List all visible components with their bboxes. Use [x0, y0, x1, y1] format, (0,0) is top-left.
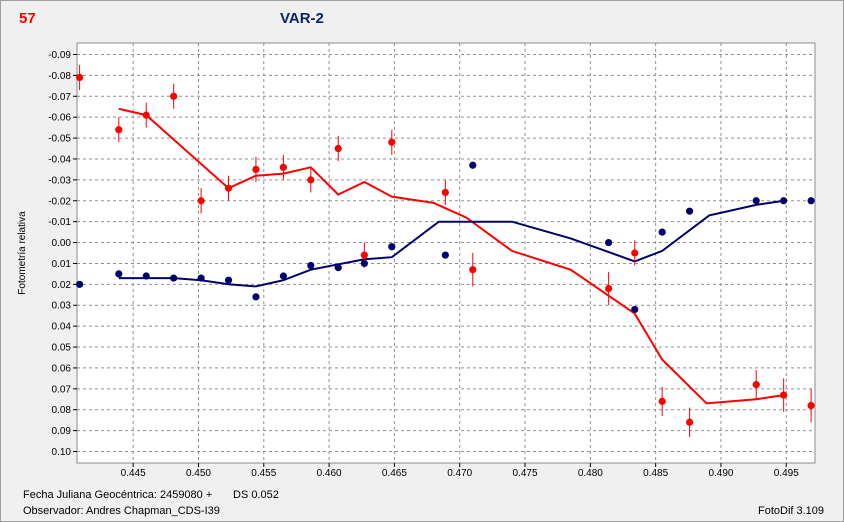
data-point: [752, 381, 760, 389]
x-tick-label: 0.460: [317, 468, 342, 479]
data-point: [115, 270, 123, 278]
y-tick-label: 0.05: [52, 343, 72, 354]
data-point: [224, 184, 233, 192]
y-tick-label: -0.09: [48, 50, 71, 61]
trend-line-0: [118, 107, 784, 405]
data-point: [441, 251, 449, 259]
observer-label: Observador: Andres Chapman_CDS-I39: [23, 505, 220, 517]
y-tick-label: -0.02: [48, 196, 71, 207]
x-tick-label: 0.475: [513, 468, 538, 479]
data-point: [279, 272, 287, 280]
data-point: [360, 259, 368, 268]
data-point: [780, 391, 788, 399]
data-point: [631, 305, 639, 314]
x-tick-label: 0.465: [382, 468, 407, 479]
x-tick-label: 0.485: [643, 468, 668, 479]
y-tick-label: -0.08: [48, 71, 71, 82]
x-tick-label: 0.455: [251, 468, 276, 479]
y-axis-label: Fotometría relativa: [17, 211, 28, 295]
y-tick-label: 0.03: [52, 301, 72, 312]
data-point: [658, 397, 666, 405]
y-tick-label: 0.06: [52, 363, 72, 374]
star-name: VAR-2: [280, 10, 324, 27]
julian-date-label: Fecha Juliana Geocéntrica: 2459080 +: [23, 489, 213, 501]
data-point: [605, 284, 613, 293]
observation-number: 57: [19, 10, 36, 27]
y-tick-label: -0.03: [48, 175, 71, 186]
x-tick-label: 0.445: [121, 468, 146, 479]
data-point: [197, 274, 205, 282]
y-tick-label: 0.01: [52, 259, 72, 270]
y-tick-label: 0.04: [52, 322, 72, 333]
x-tick-label: 0.480: [578, 468, 603, 479]
data-point: [142, 272, 150, 280]
data-point: [469, 161, 477, 169]
ds-value: DS 0.052: [233, 489, 279, 501]
data-point: [807, 401, 815, 410]
trend-line-1: [118, 199, 784, 288]
data-point: [360, 251, 368, 259]
data-point: [631, 249, 639, 257]
y-tick-label: 0.10: [52, 447, 72, 458]
y-tick-label: -0.05: [48, 134, 71, 145]
data-point: [142, 111, 150, 119]
data-point: [752, 197, 760, 205]
data-point: [686, 418, 694, 426]
data-point: [469, 266, 477, 274]
y-tick-label: 0.09: [52, 426, 72, 437]
data-point: [686, 207, 694, 215]
y-tick-label: 0.08: [52, 405, 72, 416]
data-point: [170, 274, 178, 282]
data-point: [252, 293, 260, 301]
x-tick-label: 0.450: [186, 468, 211, 479]
data-point: [441, 188, 449, 197]
y-tick-label: -0.04: [48, 154, 71, 165]
data-point: [252, 165, 260, 174]
y-tick-label: -0.07: [48, 92, 71, 103]
data-point: [279, 163, 287, 171]
data-point: [780, 197, 788, 205]
data-point: [76, 280, 84, 288]
data-point: [334, 264, 342, 272]
software-version: FotoDif 3.109: [758, 505, 825, 517]
y-tick-label: -0.06: [48, 113, 71, 124]
data-point: [388, 243, 396, 251]
data-point: [115, 126, 123, 134]
y-tick-label: -0.01: [48, 217, 71, 228]
y-tick-label: 0.02: [52, 280, 72, 291]
data-point: [334, 144, 342, 153]
data-point: [388, 138, 396, 146]
data-point: [307, 176, 315, 184]
data-point: [307, 261, 315, 270]
data-point: [197, 197, 205, 205]
data-point: [76, 73, 84, 82]
data-point: [807, 197, 815, 205]
data-point: [658, 228, 666, 236]
y-tick-label: 0.00: [52, 238, 72, 249]
x-tick-label: 0.495: [774, 468, 799, 479]
x-tick-label: 0.490: [708, 468, 733, 479]
data-point: [170, 92, 178, 100]
data-point: [224, 276, 233, 284]
y-tick-label: 0.07: [52, 384, 72, 395]
data-point: [605, 238, 613, 247]
x-tick-label: 0.470: [447, 468, 472, 479]
